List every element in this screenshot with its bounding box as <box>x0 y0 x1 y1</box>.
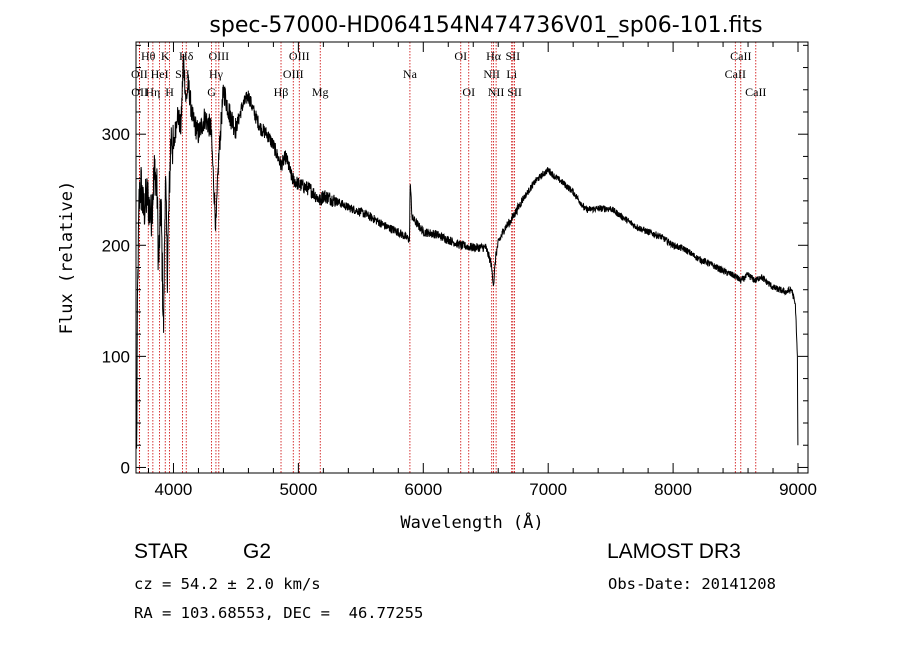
line-label-9: OIII <box>208 49 229 63</box>
y-tick-label-1: 100 <box>102 347 130 366</box>
chart-title: spec-57000-HD064154N474736V01_sp06-101.f… <box>209 13 762 38</box>
x-tick-label-5: 9000 <box>779 480 817 499</box>
x-tick-label-0: 4000 <box>155 480 193 499</box>
coordinates-text: RA = 103.68553, DEC = 46.77255 <box>134 604 424 622</box>
line-label-6: H <box>165 85 174 99</box>
line-label-19: Hα <box>486 49 502 63</box>
line-label-17: OI <box>454 49 467 63</box>
plot-frame <box>135 41 809 474</box>
line-label-7: SII <box>175 67 190 81</box>
spectrum-series-line <box>136 53 799 449</box>
y-axis-label: Flux (relative) <box>57 181 77 335</box>
line-label-10: Hγ <box>209 67 224 81</box>
x-tick-label-4: 8000 <box>654 480 692 499</box>
axis-ticks: 4000 5000 6000 7000 8000 9000 0 100 200 300 <box>102 42 817 499</box>
line-label-20: NII <box>483 67 500 81</box>
x-tick-label-2: 6000 <box>404 480 442 499</box>
line-label-2: OII <box>131 85 148 99</box>
line-label-12: Hβ <box>274 85 289 99</box>
line-label-24: SII <box>507 85 522 99</box>
line-label-21: NII <box>488 85 505 99</box>
line-label-0: Hθ <box>141 49 156 63</box>
line-label-25: CaII <box>725 67 746 81</box>
line-label-11: G <box>207 85 216 99</box>
survey-release: LAMOST DR3 <box>607 540 741 563</box>
line-label-13: OIII <box>289 49 310 63</box>
redshift-text: cz = 54.2 ± 2.0 km/s <box>134 575 321 593</box>
y-tick-label-3: 300 <box>102 125 130 144</box>
y-tick-label-0: 0 <box>121 458 130 477</box>
line-label-18: OI <box>462 85 475 99</box>
line-label-8: Hδ <box>179 49 194 63</box>
line-label-3: Hη <box>145 85 160 99</box>
line-label-23: Li <box>506 67 517 81</box>
line-label-14: OIII <box>283 67 304 81</box>
line-label-5: K <box>161 49 170 63</box>
obs-date-text: Obs-Date: 20141208 <box>608 575 776 593</box>
line-label-27: CaII <box>745 85 766 99</box>
object-subclass: G2 <box>243 540 272 563</box>
spectral-line-markers <box>138 42 757 473</box>
line-label-4: HeI <box>151 67 169 81</box>
x-tick-label-3: 7000 <box>529 480 567 499</box>
object-class: STAR <box>134 540 189 563</box>
line-label-26: CaII <box>730 49 751 63</box>
x-axis-label: Wavelength (Å) <box>400 511 543 533</box>
y-tick-label-2: 200 <box>102 236 130 255</box>
line-label-16: Na <box>403 67 418 81</box>
x-tick-label-1: 5000 <box>279 480 317 499</box>
line-label-22: SII <box>506 49 521 63</box>
line-label-15: Mg <box>312 85 329 99</box>
line-label-1: OII <box>131 67 148 81</box>
